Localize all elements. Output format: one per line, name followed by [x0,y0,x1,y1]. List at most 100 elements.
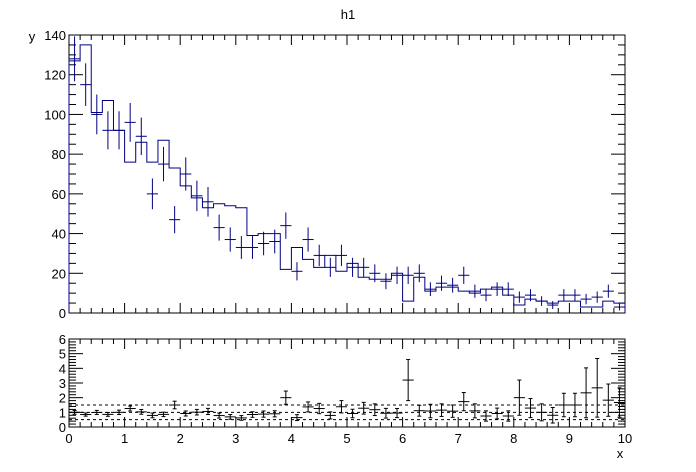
bottom-y-tick-label: 4 [59,361,66,376]
ratio-point [547,406,559,424]
data-point [213,214,225,241]
ratio-point [435,403,448,417]
ratio-point [480,410,492,422]
data-point [536,296,548,306]
ratio-point [313,402,325,415]
top-y-tick-label: 100 [44,107,66,122]
ratio-point [513,379,525,416]
data-point [580,293,592,305]
data-point [602,284,614,298]
ratio-point [157,411,170,418]
ratio-point [369,403,381,417]
data-point [458,266,470,284]
top-y-tick-label: 0 [59,306,66,321]
histogram-points [69,36,625,311]
x-tick-label: 6 [399,431,406,446]
data-point [447,277,459,293]
bottom-y-tick-label: 5 [59,347,66,362]
data-point [558,289,570,302]
top-y-tick-label: 120 [44,68,66,83]
histogram-step-line [68,44,626,313]
top-axis-ticks [68,34,626,314]
ratio-points [69,358,625,424]
ratio-point [146,412,158,419]
data-point [246,236,259,259]
ratio-point [302,401,314,413]
chart-title: h1 [341,7,355,22]
data-point [547,301,559,310]
data-point [224,227,236,252]
ratio-point [213,412,225,419]
data-point [302,227,314,252]
x-tick-label: 9 [566,431,573,446]
ratio-point [524,398,537,419]
top-y-tick-label: 80 [52,147,66,162]
ratio-point [358,401,370,415]
data-point [413,264,425,283]
ratio-point [269,410,281,418]
data-point [358,257,370,277]
data-point [502,282,514,297]
x-tick-label: 5 [343,431,350,446]
top-axis-labels: 0 20 40 60 80 100 120 140 [44,28,66,321]
data-point [280,212,292,239]
data-point [491,282,503,297]
ratio-point [402,359,414,402]
bottom-y-tick-label: 0 [59,420,66,435]
ratio-point [280,390,292,405]
ratio-point [491,407,503,420]
ratio-point [502,410,514,422]
data-point [324,257,336,277]
data-point [269,229,281,254]
ratio-point [580,367,592,419]
ratio-point [335,400,347,414]
ratio-point [202,407,214,416]
data-point [347,257,359,277]
data-point [313,244,325,267]
data-point [335,244,347,267]
ratio-point [558,392,570,418]
data-point [591,291,603,303]
x-tick-label: 4 [288,431,295,446]
data-point [402,266,414,284]
data-point [91,94,103,135]
ratio-point [347,408,359,419]
data-point [102,111,114,150]
data-point [135,117,147,156]
data-point [235,236,247,259]
data-point [258,231,270,256]
ratio-point [380,407,392,419]
ratio-point [169,400,181,410]
y-axis-label: y [29,29,36,44]
histogram-series [68,44,626,313]
ratio-point [91,409,103,416]
ratio-point [458,392,470,412]
data-point [391,266,403,284]
data-point [480,289,492,302]
top-y-tick-label: 60 [52,187,66,202]
bottom-y-tick-label: 1 [59,405,66,420]
ratio-point [180,410,192,417]
data-point [169,206,181,234]
x-tick-label: 10 [618,431,632,446]
ratio-point [258,410,270,418]
ratio-point [591,358,603,418]
ratio-point [569,392,581,418]
ratio-point [391,408,403,419]
ratio-point [191,408,203,416]
data-point [524,289,537,302]
ratio-point [80,412,92,417]
ratio-point [536,403,548,422]
ratio-point [246,411,259,418]
data-point [569,289,581,302]
ratio-point [413,404,425,417]
bottom-y-tick-label: 3 [59,376,66,391]
data-point [146,178,158,210]
x-axis-label: x [617,446,624,461]
ratio-point [469,403,481,419]
bottom-axis-ticks [68,338,626,428]
top-y-tick-label: 40 [52,227,66,242]
bottom-y-tick-label: 6 [59,332,66,347]
data-point [113,111,125,150]
